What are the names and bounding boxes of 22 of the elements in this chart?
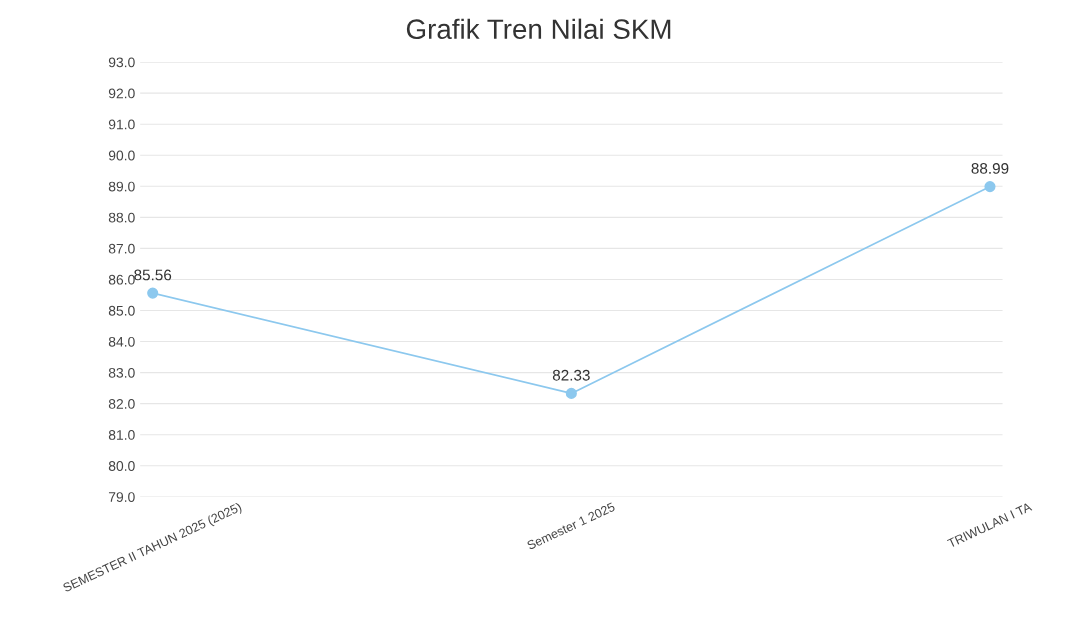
point (565, 387, 577, 399)
y-tick-label: 82.0 (108, 398, 135, 409)
y-tick-label: 83.0 (108, 367, 135, 378)
y-tick-label: 91.0 (108, 119, 135, 130)
y-tick-label: 80.0 (108, 461, 135, 471)
y-tick-label: 84.0 (108, 336, 135, 347)
point (984, 181, 996, 193)
y-tick-label: 85.0 (108, 305, 135, 316)
y-tick-label: 90.0 (108, 150, 135, 161)
text: 88.99 (971, 163, 1009, 174)
y-tick-label: 86.0 (108, 274, 135, 285)
y-tick-label: 89.0 (108, 181, 135, 192)
y-tick-label: 87.0 (108, 243, 135, 254)
text: 82.33 (552, 369, 590, 381)
text: 85.56 (134, 269, 172, 281)
y-tick-label: 92.0 (108, 88, 135, 99)
y-tick-label: 81.0 (108, 430, 135, 440)
chart-title: Grafik Tren Nilai SKM (406, 18, 671, 40)
point (147, 287, 159, 299)
y-tick-label: 79.0 (108, 492, 135, 502)
y-tick-label: 88.0 (108, 212, 135, 223)
y-tick-label: 93.0 (108, 57, 135, 68)
